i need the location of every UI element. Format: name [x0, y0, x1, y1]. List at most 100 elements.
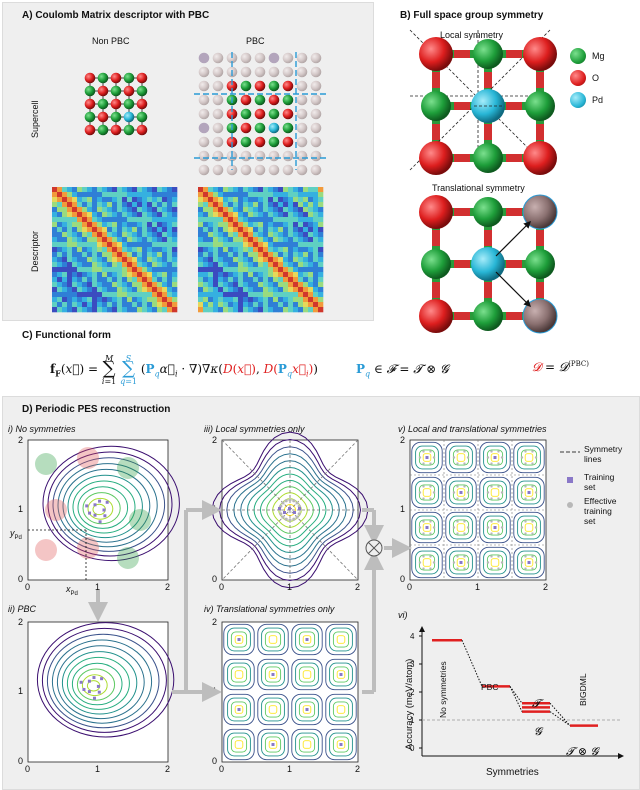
matrix-cell: [157, 277, 163, 283]
matrix-cell: [167, 222, 173, 228]
matrix-cell: [253, 217, 259, 223]
matrix-cell: [298, 192, 304, 198]
matrix-cell: [208, 242, 214, 248]
matrix-cell: [102, 202, 108, 208]
matrix-cell: [203, 227, 209, 233]
matrix-cell: [97, 277, 103, 283]
matrix-cell: [62, 237, 68, 243]
matrix-cell: [203, 252, 209, 258]
matrix-cell: [273, 217, 279, 223]
matrix-cell: [52, 277, 58, 283]
matrix-cell: [268, 242, 274, 248]
matrix-cell: [102, 212, 108, 218]
pes-local-and-translational: [409, 439, 547, 581]
matrix-cell: [112, 212, 118, 218]
matrix-cell: [72, 262, 78, 268]
tick-label: 1: [287, 582, 293, 592]
matrix-cell: [142, 217, 148, 223]
matrix-cell: [263, 197, 269, 203]
matrix-cell: [167, 292, 173, 298]
matrix-cell: [268, 307, 274, 313]
matrix-cell: [318, 287, 324, 293]
subpanel-iii-title: iii) Local symmetries only: [204, 424, 305, 434]
matrix-cell: [102, 192, 108, 198]
atom: [296, 80, 308, 92]
matrix-cell: [208, 187, 214, 193]
matrix-cell: [233, 222, 239, 228]
matrix-cell: [293, 242, 299, 248]
matrix-cell: [273, 287, 279, 293]
matrix-cell: [67, 242, 73, 248]
matrix-cell: [157, 262, 163, 268]
panel-a-title: A) Coulomb Matrix descriptor with PBC: [22, 10, 210, 21]
matrix-cell: [218, 237, 224, 243]
matrix-cell: [233, 302, 239, 308]
matrix-cell: [77, 192, 83, 198]
matrix-cell: [298, 227, 304, 233]
matrix-cell: [218, 272, 224, 278]
matrix-cell: [167, 272, 173, 278]
matrix-cell: [87, 302, 93, 308]
matrix-cell: [308, 237, 314, 243]
matrix-cell: [112, 277, 118, 283]
matrix-cell: [162, 227, 168, 233]
matrix-cell: [127, 262, 133, 268]
matrix-cell: [293, 257, 299, 263]
atom: [198, 108, 210, 120]
matrix-cell: [97, 302, 103, 308]
matrix-cell: [288, 292, 294, 298]
matrix-cell: [62, 272, 68, 278]
training-point: [305, 638, 309, 641]
matrix-cell: [102, 227, 108, 233]
matrix-cell: [72, 282, 78, 288]
atom: [136, 111, 148, 123]
matrix-cell: [278, 252, 284, 258]
matrix-cell: [57, 232, 63, 238]
matrix-cell: [258, 187, 264, 193]
matrix-cell: [248, 212, 254, 218]
matrix-cell: [167, 277, 173, 283]
matrix-cell: [243, 197, 249, 203]
matrix-cell: [268, 297, 274, 303]
training-point: [493, 456, 497, 459]
matrix-cell: [263, 277, 269, 283]
matrix-cell: [57, 247, 63, 253]
matrix-cell: [268, 287, 274, 293]
matrix-cell: [67, 272, 73, 278]
matrix-cell: [137, 307, 143, 313]
matrix-cell: [167, 232, 173, 238]
matrix-cell: [268, 197, 274, 203]
matrix-cell: [303, 192, 309, 198]
matrix-cell: [253, 227, 259, 233]
matrix-cell: [278, 257, 284, 263]
tick-label: 2: [212, 435, 218, 445]
matrix-cell: [273, 247, 279, 253]
matrix-cell: [117, 237, 123, 243]
training-point: [88, 511, 92, 515]
matrix-cell: [137, 242, 143, 248]
tick-label: 0: [219, 764, 225, 774]
matrix-cell: [132, 217, 138, 223]
matrix-cell: [253, 277, 259, 283]
matrix-cell: [147, 307, 153, 313]
matrix-cell: [273, 202, 279, 208]
matrix-cell: [72, 287, 78, 293]
atom: [523, 37, 557, 71]
matrix-cell: [147, 257, 153, 263]
matrix-cell: [102, 267, 108, 273]
matrix-cell: [208, 232, 214, 238]
matrix-cell: [278, 242, 284, 248]
matrix-cell: [268, 227, 274, 233]
atom: [240, 164, 252, 176]
matrix-cell: [238, 257, 244, 263]
matrix-cell: [127, 257, 133, 263]
pes-local: [211, 431, 369, 589]
matrix-cell: [213, 267, 219, 273]
matrix-cell: [288, 227, 294, 233]
matrix-cell: [172, 297, 178, 303]
matrix-cell: [97, 252, 103, 258]
matrix-cell: [162, 262, 168, 268]
matrix-cell: [278, 207, 284, 213]
translational-symmetry-lattice: [419, 194, 558, 334]
matrix-cell: [77, 297, 83, 303]
